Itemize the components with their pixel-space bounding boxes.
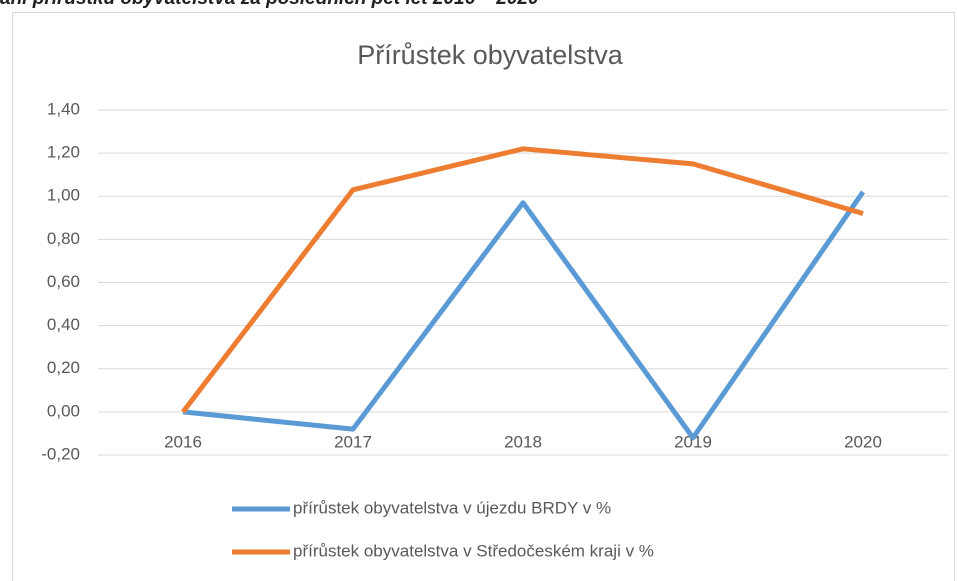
x-tick-label: 2020 [844,432,882,451]
y-tick-label: 1,40 [47,99,80,118]
x-tick-label: 2019 [674,432,712,451]
chart-frame [12,12,955,581]
y-tick-label: 1,20 [47,143,80,162]
y-tick-label: -0,20 [41,444,80,463]
x-tick-label: 2016 [164,432,202,451]
legend-label: přírůstek obyvatelstva v újezdu BRDY v % [293,498,611,517]
legend-label: přírůstek obyvatelstva v Středočeském kr… [293,541,654,560]
y-tick-label: 0,80 [47,229,80,248]
series-line [181,146,864,414]
series-line [182,190,866,441]
y-tick-label: 0,40 [47,315,80,334]
y-tick-label: 0,20 [47,358,80,377]
x-tick-label: 2018 [504,432,542,451]
x-tick-label: 2017 [334,432,372,451]
y-tick-label: 0,00 [47,401,80,420]
chart-title: Přírůstek obyvatelstva [357,40,624,70]
y-tick-label: 1,00 [47,186,80,205]
y-tick-label: 0,60 [47,272,80,291]
caption: ání přírůstku obyvatelstva za posledních… [0,0,539,9]
